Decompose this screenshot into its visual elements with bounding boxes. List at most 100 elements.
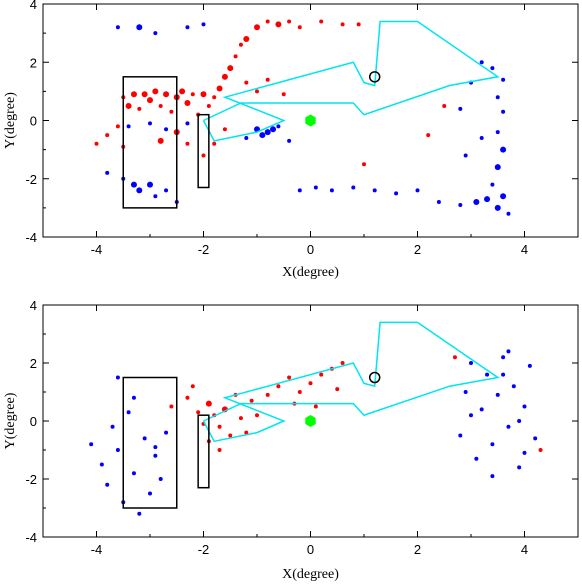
blue-point [511,384,516,389]
blue-point [105,170,110,175]
x-tick-label: 4 [521,242,528,257]
blue-point [490,442,495,447]
blue-point [136,24,143,31]
blue-point [479,135,484,140]
blue-point [527,363,532,368]
red-point [276,384,281,389]
red-point [169,404,174,409]
circle-marker [368,71,381,83]
y-tick-label: -4 [25,230,37,245]
red-point [169,109,174,114]
x-tick-label: 0 [307,542,314,557]
red-point [94,141,99,146]
blue-point [479,60,484,65]
field-outline [202,20,500,142]
blue-point [463,153,468,158]
blue-point [474,456,479,461]
red-point [287,375,292,380]
blue-point [110,424,115,429]
blue-point [463,390,468,394]
blue-point [99,462,104,467]
red-point [233,54,238,59]
blue-point [313,185,318,190]
red-point [275,21,282,28]
blue-point [494,164,501,171]
red-point [313,404,318,409]
red-point [254,24,260,31]
blue-point [148,121,152,126]
red-point [244,430,249,435]
blue-point [244,135,249,140]
blue-point [394,191,399,196]
red-point [255,413,259,418]
blue-point [372,188,377,193]
y-tick-label: -2 [25,172,37,187]
blue-point [276,124,281,129]
red-point [157,137,164,144]
red-point [141,91,148,98]
red-point [125,102,132,109]
blue-point [479,407,484,412]
blue-point [185,25,190,30]
blue-point [259,132,266,139]
region-box [197,414,210,489]
blue-point [153,194,158,199]
x-axis-label: X(degree) [282,265,339,280]
red-point [185,395,190,400]
field-outline [202,321,500,443]
blue-point [264,129,271,136]
red-point [340,361,345,365]
red-point [227,65,234,72]
y-axis-label: Y(degree) [3,392,18,449]
red-point [217,424,222,429]
x-axis-label: X(degree) [282,567,339,582]
blue-point [153,453,158,458]
blue-point [126,410,131,415]
blue-point [147,181,153,188]
blue-point [148,491,152,496]
red-point [185,141,190,146]
blue-point [485,372,490,377]
blue-point [490,474,495,479]
y-tick-label: 2 [30,356,37,371]
x-tick-label: 4 [521,542,528,557]
blue-point [131,471,136,476]
red-point [212,95,217,100]
blue-point [506,424,511,429]
y-tick-label: 0 [30,114,37,129]
x-tick-label: -4 [91,242,103,257]
red-point [308,381,313,386]
blue-point [164,430,169,435]
red-point [319,372,324,377]
red-point [222,127,227,132]
red-point [190,92,195,97]
red-point [452,355,457,360]
x-tick-label: -4 [91,542,103,557]
red-point [538,448,543,452]
red-point [200,91,207,98]
blue-point [164,127,169,132]
blue-point [522,450,527,455]
blue-point [270,126,277,133]
blue-point [506,211,511,216]
red-point [255,89,259,94]
y-axis-label: Y(degree) [3,92,18,149]
blue-point [89,442,94,447]
blue-point [501,372,506,377]
blue-point [158,477,163,481]
red-point [362,162,366,167]
blue-point [153,445,158,450]
red-point [163,91,170,98]
center-marker [305,114,316,127]
red-point [206,103,211,108]
y-tick-label: -2 [25,472,37,487]
region-box [122,76,178,209]
blue-point [500,193,507,200]
panel-bottom: -4 -2 0 2 4 -4 -2 0 2 4 X(degree) Y(degree) [3,298,579,582]
region-box [122,376,178,509]
red-point [190,384,195,389]
red-point [152,88,159,95]
blue-point [130,181,137,188]
x-tick-label: -2 [198,542,210,557]
red-point [281,92,286,97]
